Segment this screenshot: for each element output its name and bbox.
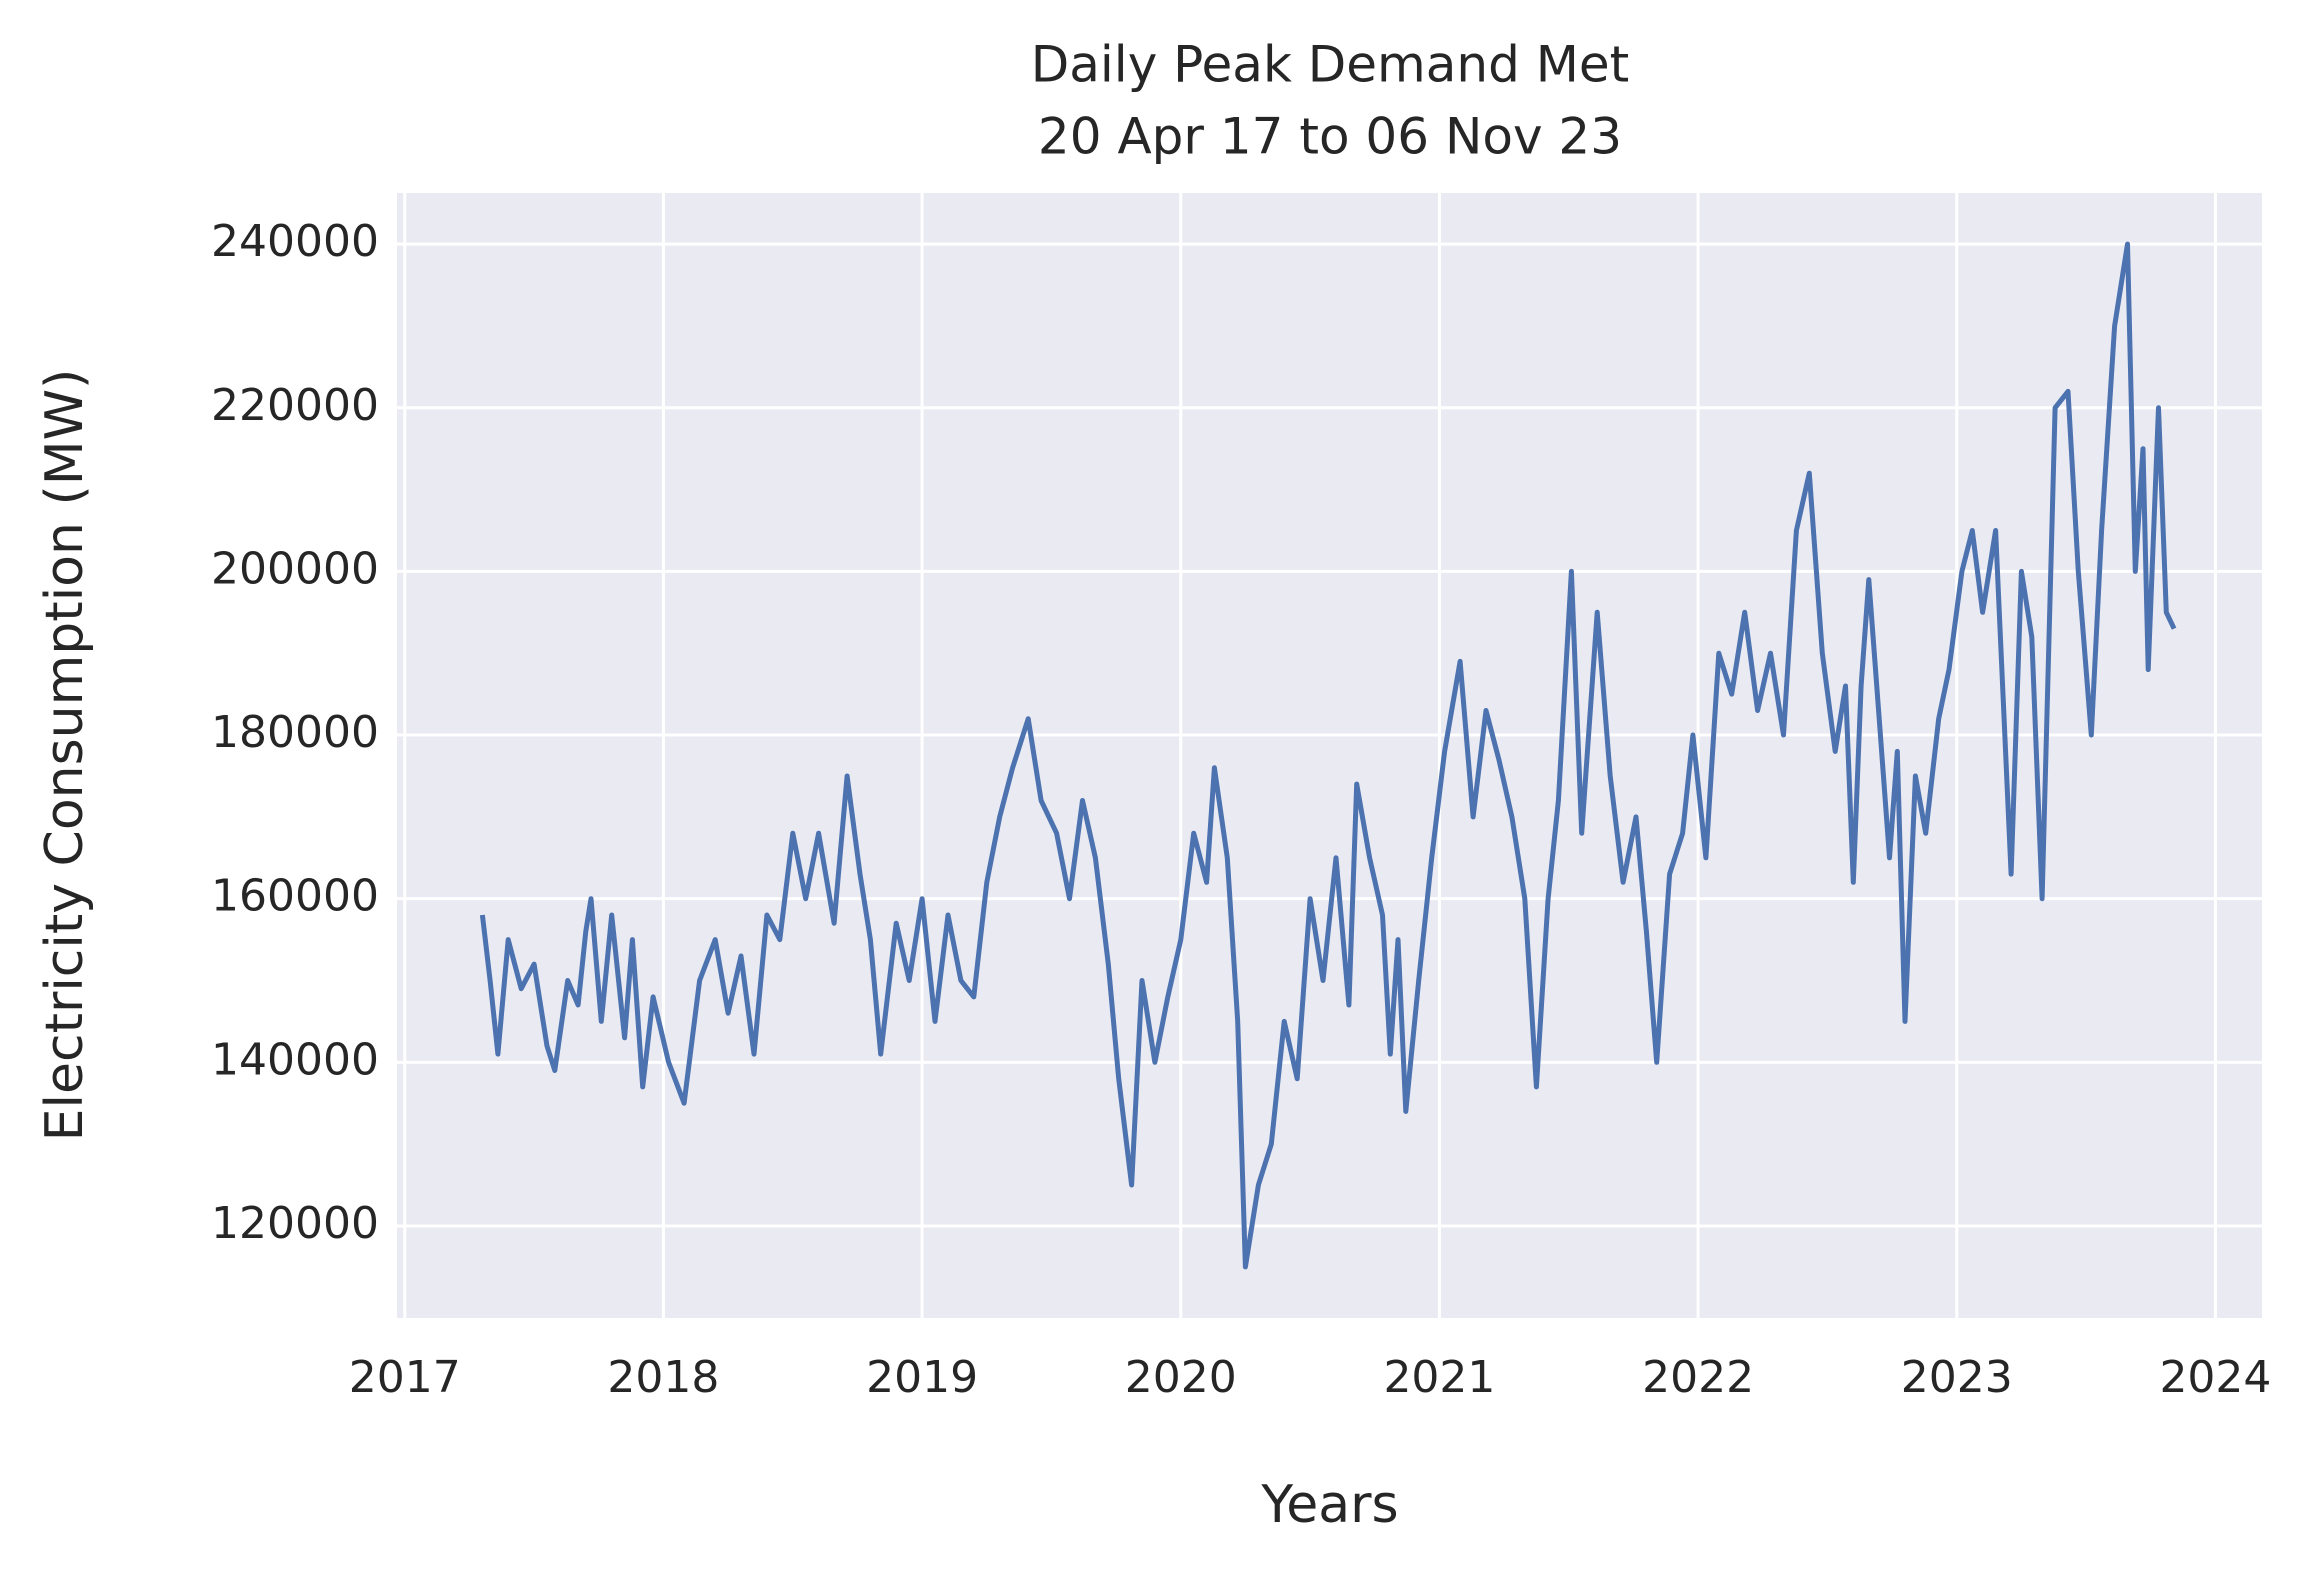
x-tick-label: 2022 <box>1642 1352 1754 1403</box>
x-tick-label: 2024 <box>2159 1352 2271 1403</box>
x-tick-label: 2017 <box>349 1352 461 1403</box>
y-axis-label: Electricity Consumption (MW) <box>35 369 95 1142</box>
chart-title: Daily Peak Demand Met <box>1031 36 1629 94</box>
chart-subtitle: 20 Apr 17 to 06 Nov 23 <box>1038 108 1622 166</box>
x-tick-label: 2019 <box>866 1352 978 1403</box>
y-tick-label: 160000 <box>211 871 379 922</box>
data-line <box>479 241 2177 1270</box>
y-tick-label: 180000 <box>211 707 379 758</box>
plot-area <box>397 193 2262 1318</box>
x-tick-label: 2021 <box>1383 1352 1495 1403</box>
x-tick-label: 2018 <box>607 1352 719 1403</box>
y-tick-label: 120000 <box>211 1198 379 1249</box>
y-tick-label: 140000 <box>211 1034 379 1085</box>
x-tick-label: 2023 <box>1901 1352 2013 1403</box>
y-tick-label: 240000 <box>211 216 379 267</box>
x-tick-label: 2020 <box>1125 1352 1237 1403</box>
x-axis-label: Years <box>1260 1475 1398 1535</box>
y-tick-label: 200000 <box>211 543 379 594</box>
y-tick-label: 220000 <box>211 380 379 431</box>
